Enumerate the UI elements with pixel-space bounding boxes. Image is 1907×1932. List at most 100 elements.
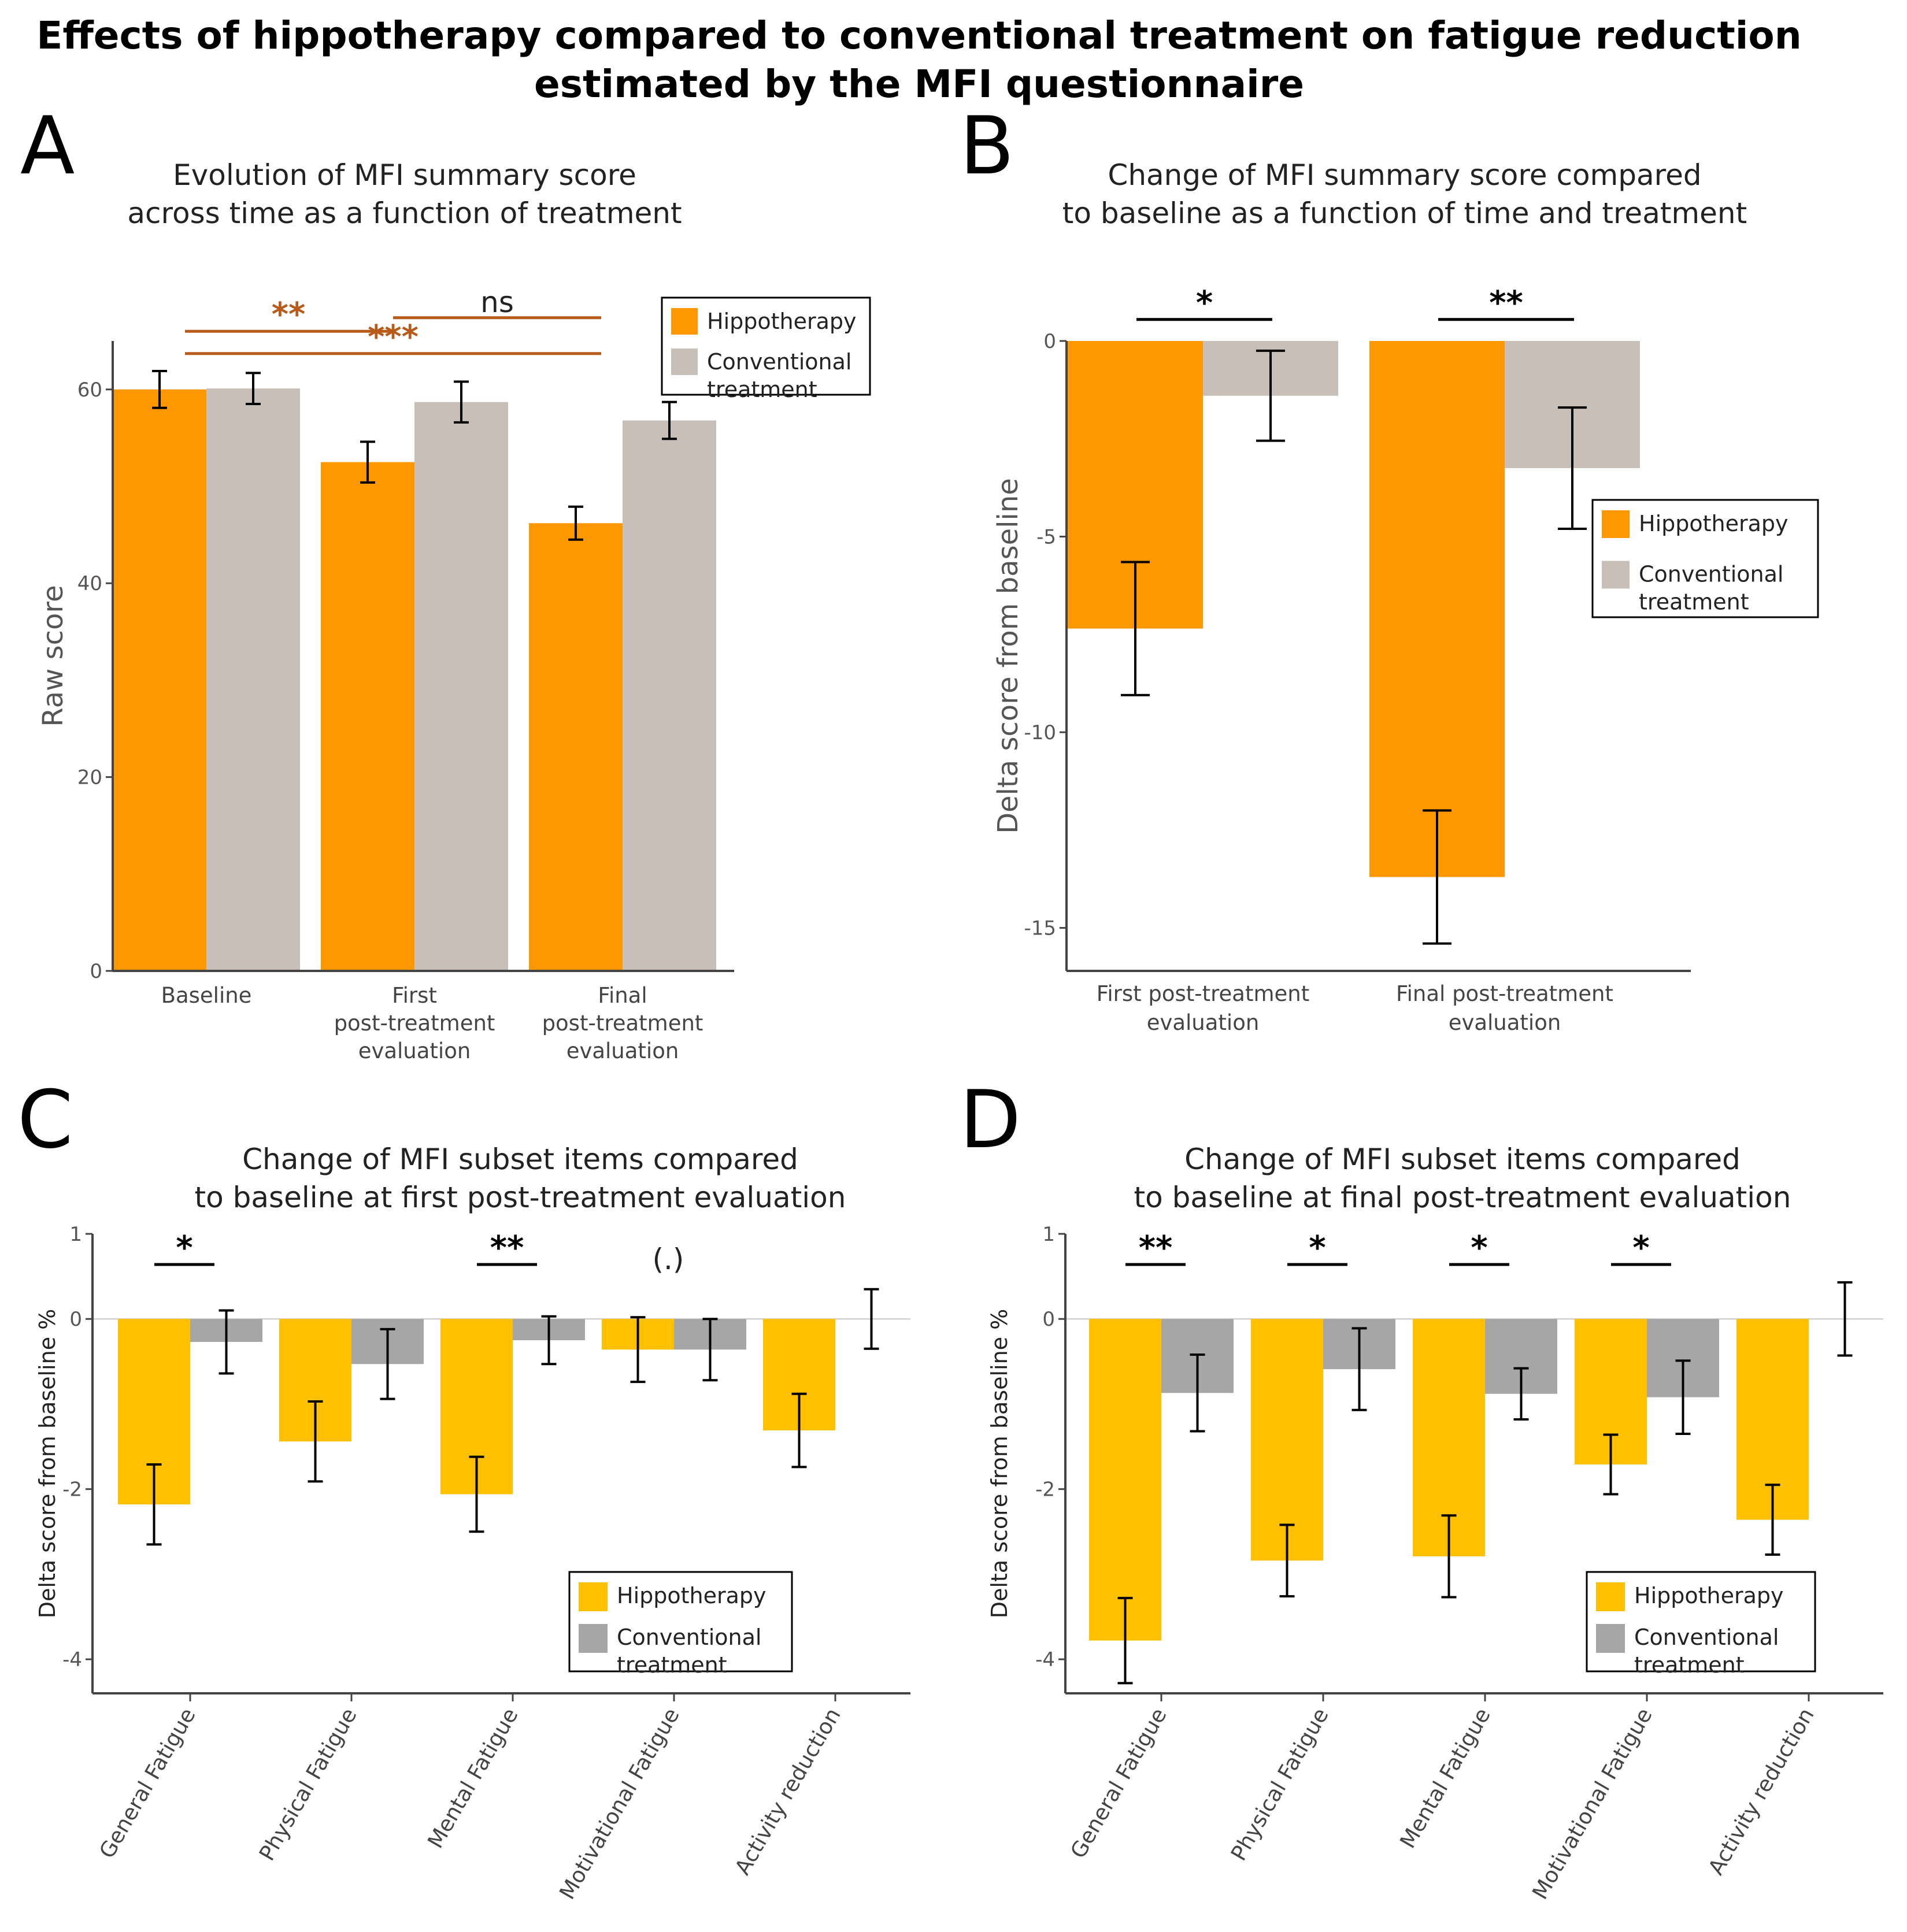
x-category-label: Final <box>598 983 647 1008</box>
panel-title-line: Change of MFI subset items compared <box>242 1143 798 1176</box>
legend-label: Hippotherapy <box>617 1583 766 1608</box>
x-category-label: Motivational Fatigue <box>554 1704 684 1904</box>
legend-label: Hippotherapy <box>1634 1583 1784 1608</box>
panel-title-line: across time as a function of treatment <box>127 196 682 230</box>
y-tick-label: -15 <box>1024 917 1056 940</box>
significance-label: (.) <box>653 1243 684 1276</box>
bar-hippotherapy <box>529 523 623 971</box>
panel-title-line: Evolution of MFI summary score <box>173 158 636 192</box>
bar-hippotherapy <box>113 389 206 971</box>
legend-label: Hippotherapy <box>707 309 857 334</box>
panel-letter: A <box>20 99 75 192</box>
y-tick-label: -10 <box>1024 721 1056 744</box>
legend-swatch-conventional <box>671 348 698 375</box>
legend-swatch-conventional <box>579 1624 608 1653</box>
y-tick-label: 40 <box>77 572 102 595</box>
legend-box <box>1591 499 1819 618</box>
legend-swatch-conventional <box>1596 1624 1625 1653</box>
y-tick-label: 0 <box>1043 330 1056 353</box>
panel-letter: D <box>960 1073 1021 1166</box>
main-title-line-1: Effects of hippotherapy compared to conv… <box>36 13 1802 58</box>
panel-title-line: to baseline at final post-treatment eval… <box>1134 1181 1791 1214</box>
legend-swatch-hippotherapy <box>1596 1582 1625 1611</box>
significance-label: * <box>1309 1229 1325 1267</box>
significance-label: ** <box>272 296 306 333</box>
x-category-label: Physical Fatigue <box>254 1704 362 1865</box>
x-category-label: Activity reduction <box>1704 1704 1819 1879</box>
x-category-label: Final post-treatment <box>1396 981 1613 1006</box>
x-category-label: Mental Fatigue <box>423 1704 523 1852</box>
legend-label: Conventional <box>1639 562 1783 587</box>
significance-label: *** <box>368 318 419 356</box>
legend-label: Conventional <box>707 349 851 374</box>
y-tick-label: -5 <box>1036 526 1056 549</box>
y-tick-label: 20 <box>77 766 102 789</box>
y-tick-label: 60 <box>77 379 102 402</box>
legend-swatch-conventional <box>1602 561 1630 589</box>
legend-label: treatment <box>1634 1652 1745 1678</box>
legend-label: treatment <box>1639 589 1749 615</box>
significance-label: ** <box>1489 284 1523 322</box>
y-tick-label: 0 <box>69 1308 82 1331</box>
y-tick-label: 1 <box>1042 1223 1055 1246</box>
legend-label: Hippotherapy <box>1639 511 1788 536</box>
panel-letter: C <box>17 1073 73 1166</box>
x-category-label: post-treatment <box>334 1011 495 1036</box>
x-category-label: evaluation <box>358 1039 471 1063</box>
significance-label: * <box>1196 284 1213 322</box>
significance-label: ** <box>1139 1229 1173 1267</box>
x-category-label: evaluation <box>1449 1010 1561 1035</box>
legend-label: treatment <box>707 377 817 402</box>
y-tick-label: 1 <box>69 1223 82 1246</box>
bar-conventional <box>206 388 300 971</box>
significance-label: ns <box>480 285 514 319</box>
legend-label: Conventional <box>1634 1625 1779 1650</box>
significance-label: ** <box>490 1229 524 1267</box>
y-axis-label: Delta score from baseline <box>992 478 1024 834</box>
x-category-label: evaluation <box>1147 1010 1260 1035</box>
x-category-label: General Fatigue <box>1065 1704 1172 1863</box>
significance-label: * <box>176 1229 192 1267</box>
y-axis-label: Delta score from baseline % <box>987 1309 1012 1619</box>
y-axis-label: Delta score from baseline % <box>35 1309 60 1619</box>
y-tick-label: -4 <box>62 1648 82 1671</box>
y-axis-label: Raw score <box>37 585 69 726</box>
legend-swatch-hippotherapy <box>579 1582 608 1611</box>
panel-title-line: to baseline at first post-treatment eval… <box>195 1181 846 1214</box>
x-category-label: Baseline <box>161 983 252 1008</box>
bar-conventional <box>623 420 716 971</box>
y-tick-label: -4 <box>1035 1648 1055 1671</box>
panel-title-line: to baseline as a function of time and tr… <box>1062 196 1747 230</box>
panel-letter: B <box>960 99 1014 192</box>
panel-a: A Evolution of MFI summary score across ti… <box>20 99 871 1063</box>
bar-hippotherapy <box>1089 1319 1161 1641</box>
significance-label: * <box>1632 1229 1649 1267</box>
x-category-label: Physical Fatigue <box>1226 1704 1334 1865</box>
y-tick-label: -2 <box>1035 1478 1055 1501</box>
panel-title-line: Change of MFI subset items compared <box>1184 1143 1741 1176</box>
legend-label: treatment <box>617 1652 727 1678</box>
panel-c: C Change of MFI subset items compared to b… <box>17 1073 910 1904</box>
bar-hippotherapy <box>1369 341 1505 877</box>
x-category-label: First <box>392 983 437 1008</box>
x-category-label: Activity reduction <box>730 1704 846 1879</box>
main-title-line-2: estimated by the MFI questionnaire <box>534 62 1304 106</box>
bar-conventional <box>414 402 508 971</box>
x-category-label: Mental Fatigue <box>1395 1704 1495 1852</box>
panel-title-line: Change of MFI summary score compared <box>1108 158 1701 192</box>
x-category-label: Motivational Fatigue <box>1527 1704 1657 1904</box>
x-category-label: General Fatigue <box>94 1704 201 1863</box>
y-tick-label: -2 <box>62 1478 82 1501</box>
bar-hippotherapy <box>321 462 414 971</box>
x-category-label: First post-treatment <box>1097 981 1310 1006</box>
significance-label: * <box>1471 1229 1487 1267</box>
x-category-label: evaluation <box>566 1039 679 1063</box>
bar-hippotherapy <box>1251 1319 1323 1561</box>
legend-swatch-hippotherapy <box>1602 510 1630 538</box>
x-category-label: post-treatment <box>542 1011 703 1036</box>
y-tick-label: 0 <box>1042 1308 1055 1331</box>
panel-d: D Change of MFI subset items compared to b… <box>960 1073 1883 1904</box>
legend-swatch-hippotherapy <box>671 308 698 335</box>
panel-b: B Change of MFI summary score compared to … <box>960 99 1819 1035</box>
